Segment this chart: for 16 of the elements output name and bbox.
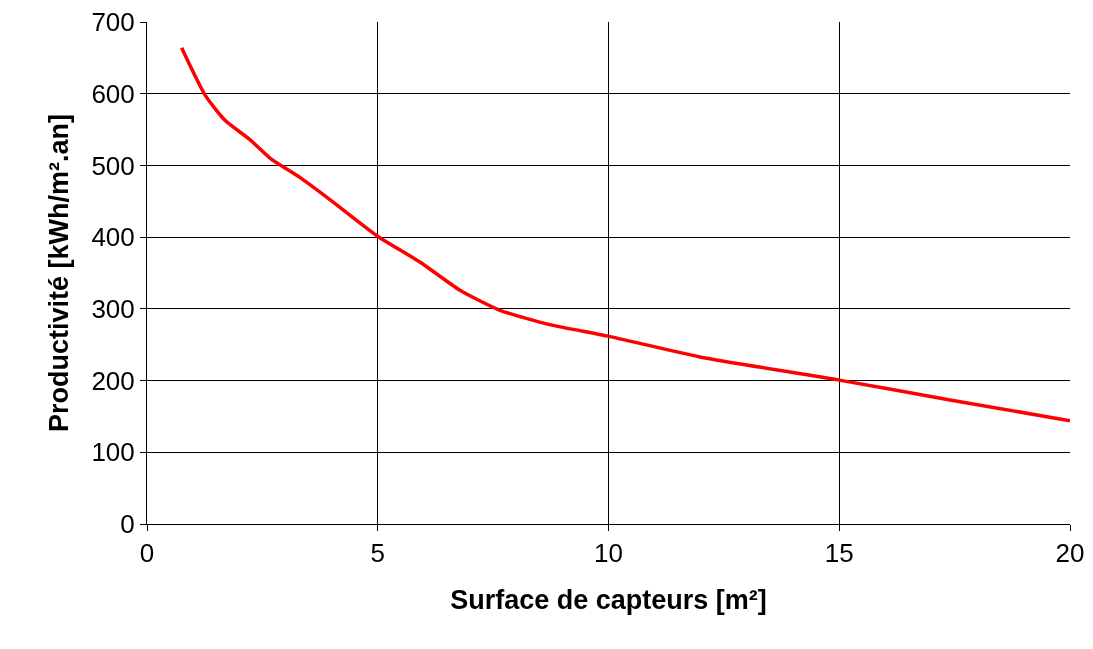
- y-tick-label: 200: [91, 365, 135, 396]
- x-tick-label: 15: [824, 538, 854, 569]
- y-tick-label: 100: [91, 437, 135, 468]
- x-tick-label: 5: [370, 538, 385, 569]
- line-series: [179, 46, 1070, 423]
- x-axis-title: Surface de capteurs [m²]: [450, 584, 767, 615]
- x-tick-label: 0: [139, 538, 155, 569]
- y-tick-label: 300: [91, 293, 135, 324]
- y-tick-label: 400: [91, 222, 135, 253]
- y-axis-title: Productivité [kWh/m².an]: [44, 113, 75, 433]
- x-tick-label: 10: [594, 538, 623, 569]
- y-tick-label: 600: [91, 78, 135, 109]
- y-tick-label: 500: [91, 150, 135, 181]
- y-tick-label: 0: [120, 509, 135, 540]
- y-tick-label: 700: [91, 7, 135, 38]
- x-tick-label: 20: [1055, 538, 1085, 569]
